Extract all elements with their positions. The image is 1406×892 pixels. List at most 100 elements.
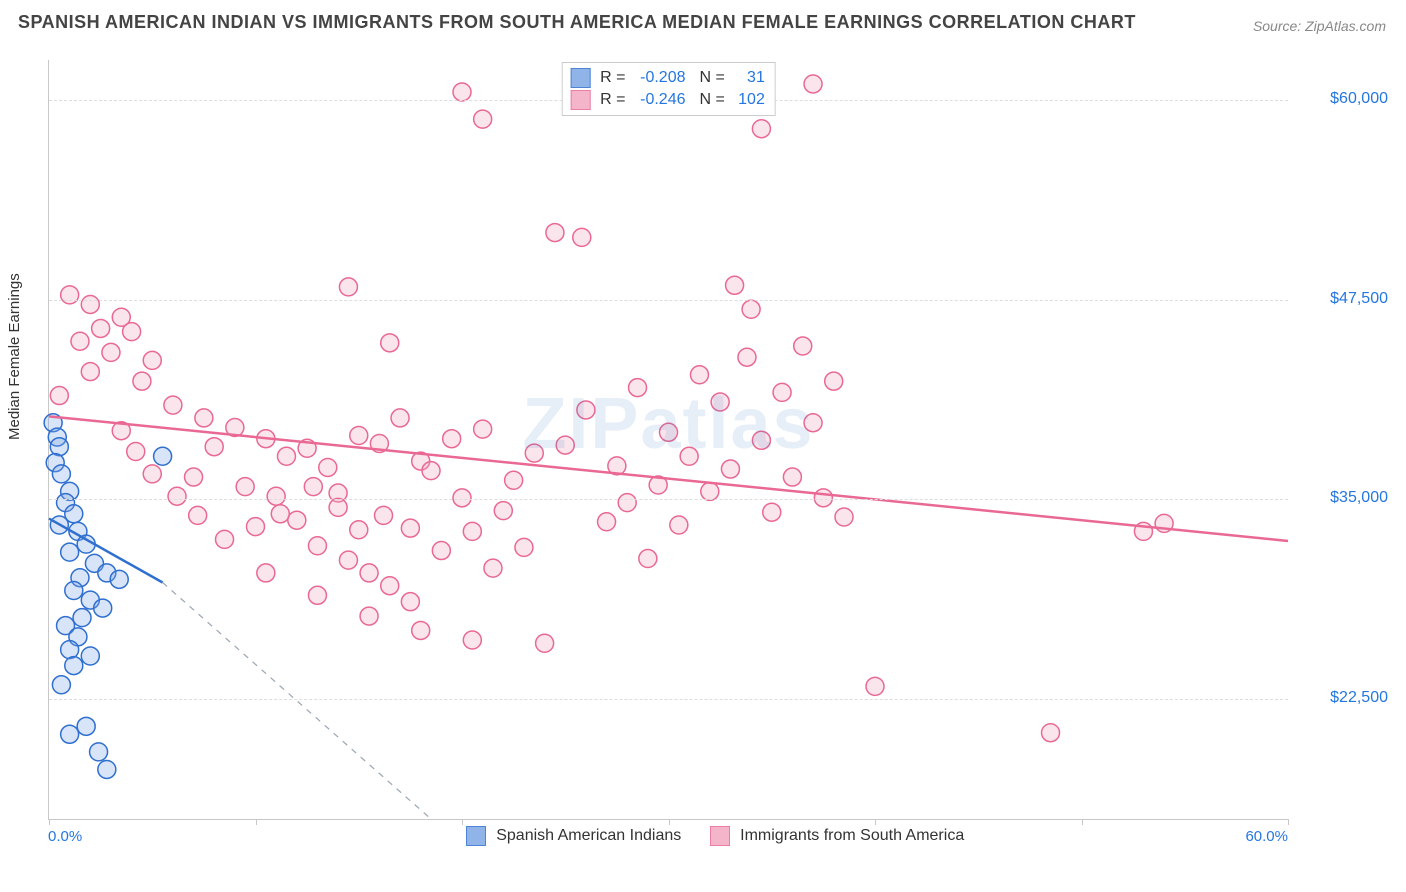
scatter-point xyxy=(742,300,760,318)
scatter-point xyxy=(81,295,99,313)
legend-swatch-b xyxy=(710,826,730,846)
scatter-point xyxy=(536,634,554,652)
stat-row-series-a: R = -0.208 N = 31 xyxy=(570,67,765,89)
scatter-point xyxy=(577,401,595,419)
y-tick-label: $60,000 xyxy=(1330,90,1388,108)
scatter-point xyxy=(401,593,419,611)
x-tick xyxy=(1082,819,1083,825)
scatter-point xyxy=(573,228,591,246)
legend-label-a: Spanish American Indians xyxy=(496,827,681,844)
scatter-point xyxy=(143,465,161,483)
scatter-point xyxy=(660,423,678,441)
scatter-point xyxy=(752,431,770,449)
scatter-point xyxy=(308,586,326,604)
scatter-point xyxy=(463,522,481,540)
scatter-point xyxy=(825,372,843,390)
scatter-point xyxy=(525,444,543,462)
stat-r-value-a: -0.208 xyxy=(630,67,686,89)
scatter-point xyxy=(65,582,83,600)
scatter-point xyxy=(143,351,161,369)
scatter-point xyxy=(375,506,393,524)
scatter-point xyxy=(189,506,207,524)
scatter-point xyxy=(94,599,112,617)
plot-area: ZIPatlas R = -0.208 N = 31 R = -0.246 N … xyxy=(48,60,1288,820)
scatter-point xyxy=(721,460,739,478)
scatter-point xyxy=(773,383,791,401)
scatter-point xyxy=(52,676,70,694)
scatter-point xyxy=(50,387,68,405)
scatter-point xyxy=(598,513,616,531)
scatter-point xyxy=(52,465,70,483)
stat-row-series-b: R = -0.246 N = 102 xyxy=(570,89,765,111)
scatter-point xyxy=(339,278,357,296)
x-tick xyxy=(1288,819,1289,825)
scatter-point xyxy=(350,521,368,539)
scatter-point xyxy=(73,609,91,627)
scatter-point xyxy=(814,489,832,507)
scatter-point xyxy=(401,519,419,537)
scatter-point xyxy=(267,487,285,505)
scatter-point xyxy=(515,538,533,556)
scatter-point xyxy=(102,343,120,361)
y-axis-label: Median Female Earnings xyxy=(6,273,23,440)
scatter-point xyxy=(556,436,574,454)
scatter-point xyxy=(110,570,128,588)
scatter-point xyxy=(835,508,853,526)
scatter-point xyxy=(288,511,306,529)
x-tick xyxy=(875,819,876,825)
scatter-point xyxy=(61,725,79,743)
correlation-stat-box: R = -0.208 N = 31 R = -0.246 N = 102 xyxy=(561,62,776,116)
scatter-point xyxy=(127,442,145,460)
scatter-point xyxy=(690,366,708,384)
x-tick xyxy=(49,819,50,825)
y-tick-label: $35,000 xyxy=(1330,489,1388,507)
source-label: Source: ZipAtlas.com xyxy=(1253,18,1386,34)
scatter-point xyxy=(1042,724,1060,742)
scatter-point xyxy=(271,505,289,523)
scatter-point xyxy=(752,120,770,138)
stat-r-label: R = xyxy=(600,89,625,111)
scatter-point xyxy=(304,478,322,496)
x-tick xyxy=(256,819,257,825)
scatter-point xyxy=(783,468,801,486)
scatter-point xyxy=(65,657,83,675)
scatter-point xyxy=(763,503,781,521)
stat-n-value-a: 31 xyxy=(729,67,765,89)
scatter-point xyxy=(546,224,564,242)
scatter-point xyxy=(92,319,110,337)
scatter-point xyxy=(711,393,729,411)
scatter-point xyxy=(804,414,822,432)
scatter-point xyxy=(90,743,108,761)
scatter-point xyxy=(339,551,357,569)
y-gridline xyxy=(49,699,1288,700)
scatter-point xyxy=(474,110,492,128)
x-tick xyxy=(462,819,463,825)
scatter-point xyxy=(391,409,409,427)
scatter-point xyxy=(61,543,79,561)
scatter-point xyxy=(205,438,223,456)
scatter-point xyxy=(463,631,481,649)
scatter-point xyxy=(670,516,688,534)
scatter-point xyxy=(505,471,523,489)
stat-r-value-b: -0.246 xyxy=(630,89,686,111)
scatter-point xyxy=(360,564,378,582)
x-tick xyxy=(669,819,670,825)
scatter-point xyxy=(164,396,182,414)
trend-extrapolation xyxy=(163,583,431,819)
y-gridline xyxy=(49,300,1288,301)
scatter-point xyxy=(81,647,99,665)
scatter-point xyxy=(453,489,471,507)
scatter-point xyxy=(422,462,440,480)
scatter-point xyxy=(133,372,151,390)
scatter-point xyxy=(195,409,213,427)
bottom-legend: Spanish American Indians Immigrants from… xyxy=(0,826,1406,846)
scatter-point xyxy=(381,577,399,595)
scatter-point xyxy=(443,430,461,448)
scatter-point xyxy=(726,276,744,294)
y-gridline xyxy=(49,499,1288,500)
scatter-point xyxy=(257,564,275,582)
scatter-point xyxy=(639,550,657,568)
stat-r-label: R = xyxy=(600,67,625,89)
scatter-point xyxy=(308,537,326,555)
scatter-point xyxy=(474,420,492,438)
